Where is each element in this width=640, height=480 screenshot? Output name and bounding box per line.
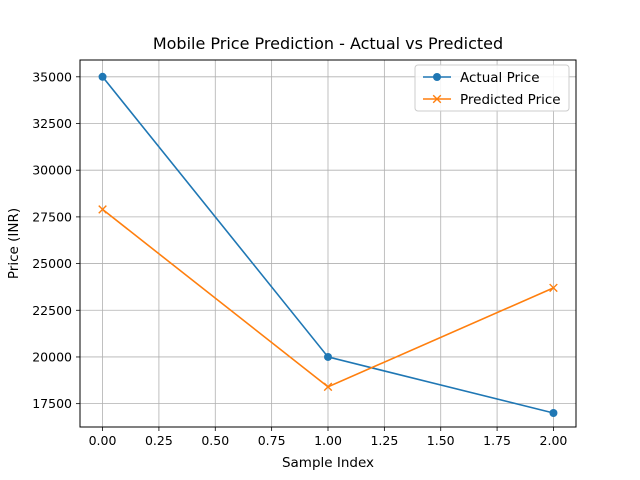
legend-label: Predicted Price: [460, 92, 561, 108]
x-tick-label: 1.25: [370, 433, 398, 448]
series-group: [98, 72, 558, 417]
x-tick-label: 1.75: [483, 433, 511, 448]
y-tick-label: 25000: [32, 256, 72, 271]
y-tick-label: 20000: [32, 349, 72, 364]
x-tick-label: 2.00: [540, 433, 568, 448]
chart-title: Mobile Price Prediction - Actual vs Pred…: [153, 34, 503, 53]
legend-marker-circle: [433, 73, 441, 81]
legend-box: [414, 64, 570, 112]
legend-label: Actual Price: [460, 70, 540, 86]
data-point-circle: [324, 352, 332, 361]
x-axis-label: Sample Index: [282, 455, 374, 471]
series-predicted-price: [98, 205, 558, 392]
y-tick-label: 22500: [32, 303, 72, 318]
x-tick-label: 0.25: [145, 433, 173, 448]
x-tick-label: 0.75: [258, 433, 286, 448]
data-point-circle: [549, 408, 558, 417]
x-tick-label: 1.00: [314, 433, 342, 448]
y-tick-label: 30000: [32, 163, 72, 178]
data-point-x: [323, 382, 333, 392]
x-tick-label: 1.50: [427, 433, 455, 448]
y-tick-label: 17500: [32, 396, 72, 411]
legend-item: Actual Price: [423, 70, 540, 86]
y-tick-label: 27500: [32, 209, 72, 224]
y-tick-label: 35000: [32, 69, 72, 84]
data-point-circle: [98, 72, 107, 81]
x-tick-label: 0.00: [89, 433, 117, 448]
y-axis-ticks: 17500 20000 22500 25000 27500 30000 32500 35000: [32, 69, 80, 411]
x-tick-label: 0.50: [201, 433, 229, 448]
legend-marker-x: [432, 94, 442, 104]
x-axis-ticks: 0.00 0.25 0.50 0.75 1.00 1.25 1.50 1.75 2.00: [89, 427, 568, 448]
data-point-x: [98, 205, 107, 214]
series-actual-price: [98, 72, 558, 417]
y-tick-label: 32500: [32, 116, 72, 131]
y-axis-label: Price (INR): [6, 208, 22, 279]
data-point-x: [549, 283, 558, 293]
legend: Actual Price Predicted Price: [414, 64, 570, 112]
legend-item: Predicted Price: [423, 92, 561, 108]
